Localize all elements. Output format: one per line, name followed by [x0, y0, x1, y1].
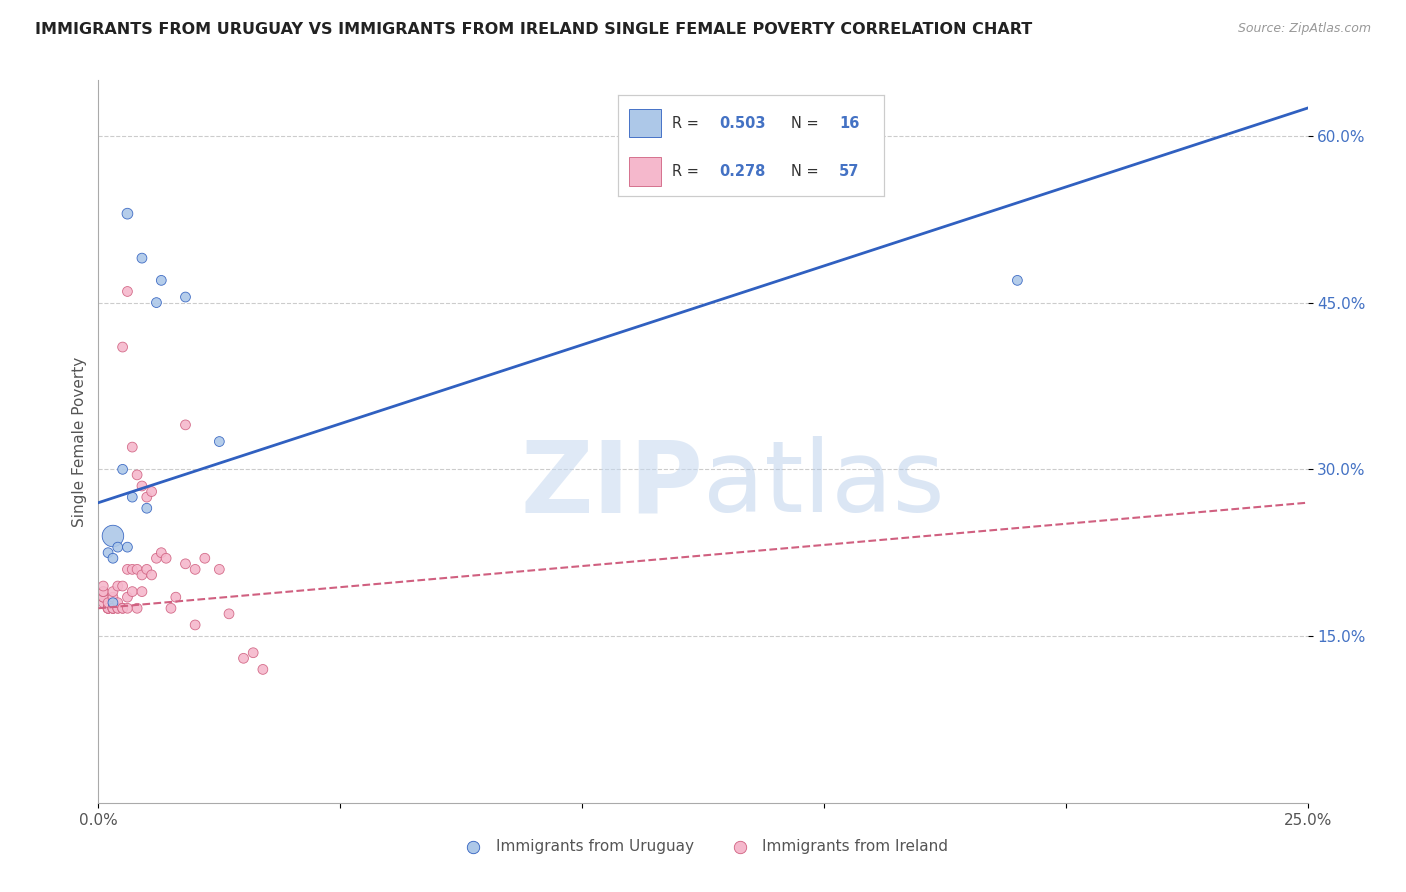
Point [117, 540, 139, 554]
Point [117, 285, 139, 299]
Point [101, 590, 124, 604]
Point [184, 562, 207, 576]
Point [111, 601, 134, 615]
Point [194, 551, 217, 566]
Point [91, 584, 114, 599]
Point [101, 601, 124, 615]
Point [107, 601, 129, 615]
Point [252, 662, 274, 676]
Point [97, 601, 120, 615]
Point [117, 562, 139, 576]
Point [218, 607, 240, 621]
Point [107, 601, 129, 615]
Point [135, 501, 157, 516]
Point [135, 490, 157, 504]
Point [141, 484, 163, 499]
Point [91, 584, 114, 599]
Point [97, 601, 120, 615]
Point [208, 562, 231, 576]
Point [111, 462, 134, 476]
Point [174, 557, 197, 571]
Point [160, 601, 183, 615]
Point [184, 618, 207, 632]
Text: IMMIGRANTS FROM URUGUAY VS IMMIGRANTS FROM IRELAND SINGLE FEMALE POVERTY CORRELA: IMMIGRANTS FROM URUGUAY VS IMMIGRANTS FR… [35, 22, 1032, 37]
Point [127, 601, 149, 615]
Point [121, 562, 143, 576]
Point [91, 590, 114, 604]
Point [127, 562, 149, 576]
Point [150, 273, 173, 287]
Point [97, 601, 120, 615]
Point [111, 340, 134, 354]
Point [91, 579, 114, 593]
Point [111, 601, 134, 615]
Point [111, 579, 134, 593]
Text: Source: ZipAtlas.com: Source: ZipAtlas.com [1237, 22, 1371, 36]
Point [127, 467, 149, 482]
Point [141, 568, 163, 582]
Point [208, 434, 231, 449]
Text: atlas: atlas [703, 436, 945, 533]
Point [121, 490, 143, 504]
Point [97, 546, 120, 560]
Point [97, 601, 120, 615]
Point [242, 646, 264, 660]
Point [117, 590, 139, 604]
Point [117, 601, 139, 615]
Point [174, 290, 197, 304]
Point [101, 551, 124, 566]
Point [107, 540, 129, 554]
Point [117, 207, 139, 221]
Point [145, 551, 167, 566]
Point [131, 584, 153, 599]
Point [232, 651, 254, 665]
Point [91, 590, 114, 604]
Point [155, 551, 177, 566]
Point [121, 584, 143, 599]
Point [101, 601, 124, 615]
Point [101, 584, 124, 599]
Point [121, 440, 143, 454]
Point [97, 596, 120, 610]
Point [1007, 273, 1029, 287]
Y-axis label: Single Female Poverty: Single Female Poverty [72, 357, 87, 526]
Point [131, 479, 153, 493]
Point [165, 590, 187, 604]
Point [150, 546, 173, 560]
Point [101, 601, 124, 615]
Point [91, 596, 114, 610]
Point [174, 417, 197, 432]
Point [145, 295, 167, 310]
Point [107, 596, 129, 610]
Point [101, 601, 124, 615]
Point [131, 251, 153, 265]
Text: ZIP: ZIP [520, 436, 703, 533]
Point [107, 579, 129, 593]
Point [101, 596, 124, 610]
Point [135, 562, 157, 576]
Legend: Immigrants from Uruguay, Immigrants from Ireland: Immigrants from Uruguay, Immigrants from… [451, 833, 955, 860]
Point [131, 568, 153, 582]
Point [101, 529, 124, 543]
